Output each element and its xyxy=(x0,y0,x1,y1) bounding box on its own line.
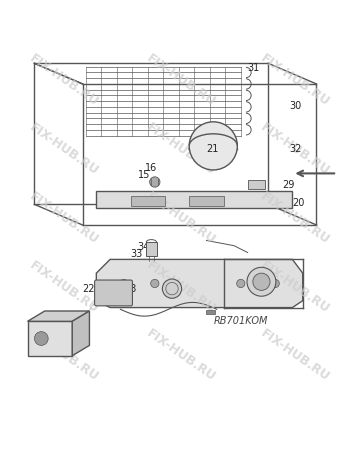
Text: FIX-HUB.RU: FIX-HUB.RU xyxy=(258,258,332,315)
Text: FIX-HUB.RU: FIX-HUB.RU xyxy=(258,52,332,109)
Text: 21: 21 xyxy=(206,144,219,154)
Polygon shape xyxy=(28,311,90,321)
Circle shape xyxy=(189,122,237,170)
Text: FIX-HUB.RU: FIX-HUB.RU xyxy=(145,121,218,178)
Text: 16: 16 xyxy=(145,163,157,173)
Bar xyxy=(131,196,165,206)
FancyBboxPatch shape xyxy=(94,280,132,306)
Polygon shape xyxy=(72,311,90,356)
Circle shape xyxy=(237,279,245,288)
Bar xyxy=(28,321,72,356)
Circle shape xyxy=(162,279,182,298)
Text: RB701KOM: RB701KOM xyxy=(213,316,268,326)
Text: 34: 34 xyxy=(138,243,150,252)
Polygon shape xyxy=(96,259,303,307)
Circle shape xyxy=(120,279,128,288)
Bar xyxy=(206,310,215,315)
Bar xyxy=(248,180,265,189)
Circle shape xyxy=(150,177,160,187)
Text: FIX-HUB.RU: FIX-HUB.RU xyxy=(258,121,332,178)
Text: FIX-HUB.RU: FIX-HUB.RU xyxy=(145,52,218,109)
Text: FIX-HUB.RU: FIX-HUB.RU xyxy=(28,52,102,109)
Text: FIX-HUB.RU: FIX-HUB.RU xyxy=(28,189,102,247)
Circle shape xyxy=(253,273,270,290)
Text: 30: 30 xyxy=(289,101,301,111)
Polygon shape xyxy=(96,191,292,208)
Text: FIX-HUB.RU: FIX-HUB.RU xyxy=(145,258,218,315)
Text: 23: 23 xyxy=(124,284,136,294)
Text: 33: 33 xyxy=(131,249,143,259)
Circle shape xyxy=(271,279,279,288)
Text: 20: 20 xyxy=(292,198,305,207)
Text: FIX-HUB.RU: FIX-HUB.RU xyxy=(258,327,332,384)
Text: 32: 32 xyxy=(289,144,301,154)
Bar xyxy=(189,196,224,206)
Text: 15: 15 xyxy=(138,170,150,180)
Text: FIX-HUB.RU: FIX-HUB.RU xyxy=(145,327,218,384)
Circle shape xyxy=(34,332,48,346)
Text: 22: 22 xyxy=(83,284,95,294)
Text: FIX-HUB.RU: FIX-HUB.RU xyxy=(28,258,102,315)
Text: 29: 29 xyxy=(282,180,294,190)
Circle shape xyxy=(247,267,276,296)
Text: FIX-HUB.RU: FIX-HUB.RU xyxy=(258,189,332,247)
Bar xyxy=(146,242,156,256)
Text: FIX-HUB.RU: FIX-HUB.RU xyxy=(145,189,218,247)
Text: FIX-HUB.RU: FIX-HUB.RU xyxy=(28,327,102,384)
Text: FIX-HUB.RU: FIX-HUB.RU xyxy=(28,121,102,178)
Text: 31: 31 xyxy=(248,63,260,73)
Circle shape xyxy=(150,279,159,288)
